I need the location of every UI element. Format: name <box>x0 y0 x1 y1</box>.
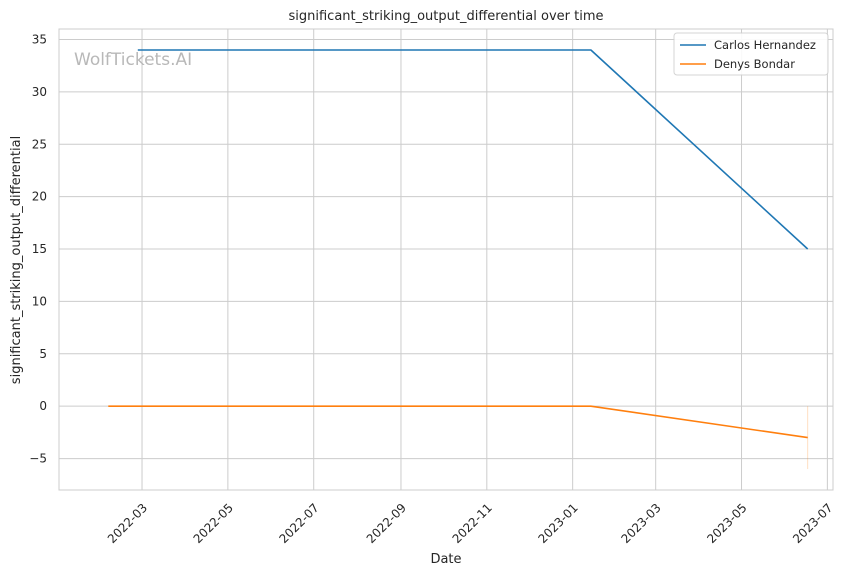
series-lines <box>108 49 809 439</box>
series-line-carlos-hernandez <box>137 49 809 250</box>
y-tick-label: 10 <box>32 294 47 308</box>
y-tick-label: −5 <box>29 452 47 466</box>
x-tick-label: 2022-09 <box>364 501 409 546</box>
y-tick-label: 0 <box>39 399 47 413</box>
y-tick-label: 30 <box>32 85 47 99</box>
legend-label-carlos-hernandez: Carlos Hernandez <box>714 38 816 52</box>
x-tick-label: 2022-11 <box>450 501 495 546</box>
legend: Carlos Hernandez Denys Bondar <box>673 32 829 76</box>
y-tick-label: 20 <box>32 190 47 204</box>
x-tick-label: 2022-05 <box>191 501 236 546</box>
y-tick-label: 25 <box>32 137 47 151</box>
plot-background <box>59 29 833 490</box>
x-tick-label: 2023-03 <box>618 501 663 546</box>
chart-title: significant_striking_output_differential… <box>289 9 604 24</box>
y-tick-label: 15 <box>32 242 47 256</box>
x-tick-label: 2023-01 <box>535 501 580 546</box>
y-tick-labels: −5 0 5 10 15 20 25 30 35 <box>29 32 47 465</box>
series-line-denys-bondar <box>108 405 808 439</box>
y-tick-label: 35 <box>32 32 47 46</box>
y-axis-title: significant_striking_output_differential <box>9 136 24 384</box>
legend-label-denys-bondar: Denys Bondar <box>714 57 795 71</box>
x-tick-label: 2023-07 <box>790 501 835 546</box>
x-axis-title: Date <box>430 552 461 567</box>
x-tick-label: 2022-03 <box>105 501 150 546</box>
x-tick-label: 2022-07 <box>276 501 321 546</box>
y-tick-label: 5 <box>39 347 47 361</box>
plot-frame <box>58 28 834 491</box>
watermark: WolfTickets.AI <box>74 50 192 70</box>
legend-box <box>673 32 829 76</box>
x-tick-label: 2023-05 <box>704 501 749 546</box>
x-tick-labels: 2022-03 2022-05 2022-07 2022-09 2022-11 2023-… <box>105 501 836 546</box>
